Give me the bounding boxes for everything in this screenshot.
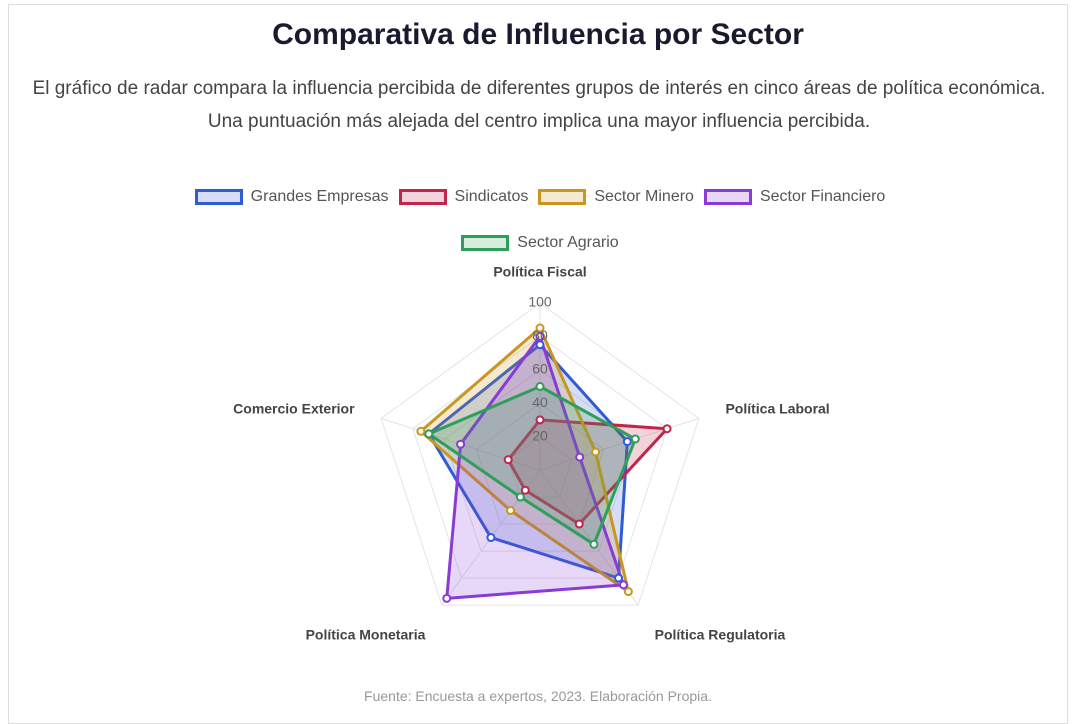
grid-ring (475, 402, 605, 525)
data-point (424, 429, 434, 439)
legend: Grandes Empresas Sindicatos Sector Minero S… (140, 186, 940, 254)
legend-swatch (194, 189, 243, 205)
legend-item[interactable]: Sector Financiero (703, 186, 886, 208)
data-point (589, 539, 599, 549)
chart-title: Comparativa de Influencia por Sector (272, 18, 804, 51)
legend-swatch (461, 235, 510, 251)
data-point (662, 424, 672, 434)
axis-label: Política Fiscal (493, 264, 586, 280)
source-note: Fuente: Encuesta a expertos, 2023. Elabo… (364, 688, 712, 704)
legend-item[interactable]: Grandes Empresas (194, 186, 389, 208)
grid-ring (507, 435, 573, 498)
series-area (445, 334, 625, 600)
data-point (574, 519, 584, 529)
data-point (520, 485, 530, 495)
r-tick-label: 20 (532, 427, 548, 443)
axis-label: Política Regulatoria (655, 626, 786, 642)
data-point (515, 492, 525, 502)
grid-ring (444, 369, 636, 552)
data-point (535, 415, 545, 425)
axis-label: Política Monetaria (306, 626, 426, 642)
data-point (442, 593, 452, 603)
data-point (614, 573, 624, 583)
data-point (618, 580, 628, 590)
grid-spoke (539, 417, 699, 471)
r-tick-label: 60 (532, 361, 548, 377)
legend-label: Sector Minero (594, 188, 694, 205)
data-point (623, 587, 633, 597)
legend-label: Sindicatos (454, 188, 529, 205)
grid-ring (380, 302, 700, 606)
data-point (591, 447, 601, 457)
grid-ring (412, 335, 668, 579)
data-point (456, 439, 466, 449)
data-point (535, 331, 545, 341)
r-tick-label: 80 (532, 327, 548, 343)
data-point (630, 434, 640, 444)
data-point (506, 506, 516, 516)
data-point (416, 426, 426, 436)
legend-item[interactable]: Sector Minero (538, 186, 694, 208)
data-point (535, 382, 545, 391)
legend-label: Sector Agrario (517, 234, 619, 251)
legend-label: Grandes Empresas (250, 188, 389, 205)
legend-item[interactable]: Sindicatos (398, 186, 529, 208)
r-tick-label: 100 (528, 294, 552, 310)
series-area (427, 385, 637, 546)
r-tick-label: 40 (532, 394, 548, 410)
data-point (622, 437, 632, 447)
legend-swatch (398, 189, 447, 205)
chart-subtitle: El gráfico de radar compara la influenci… (32, 78, 1046, 132)
data-point (535, 340, 545, 350)
data-point (535, 323, 545, 333)
data-point (486, 533, 496, 543)
data-point (503, 455, 513, 465)
data-point (575, 452, 585, 462)
legend-swatch (538, 189, 587, 205)
legend-swatch (703, 189, 752, 205)
legend-label: Sector Financiero (759, 188, 886, 205)
axis-label: Política Laboral (725, 400, 829, 416)
legend-item[interactable]: Sector Agrario (461, 232, 619, 254)
axis-label: Comercio Exterior (233, 400, 355, 416)
